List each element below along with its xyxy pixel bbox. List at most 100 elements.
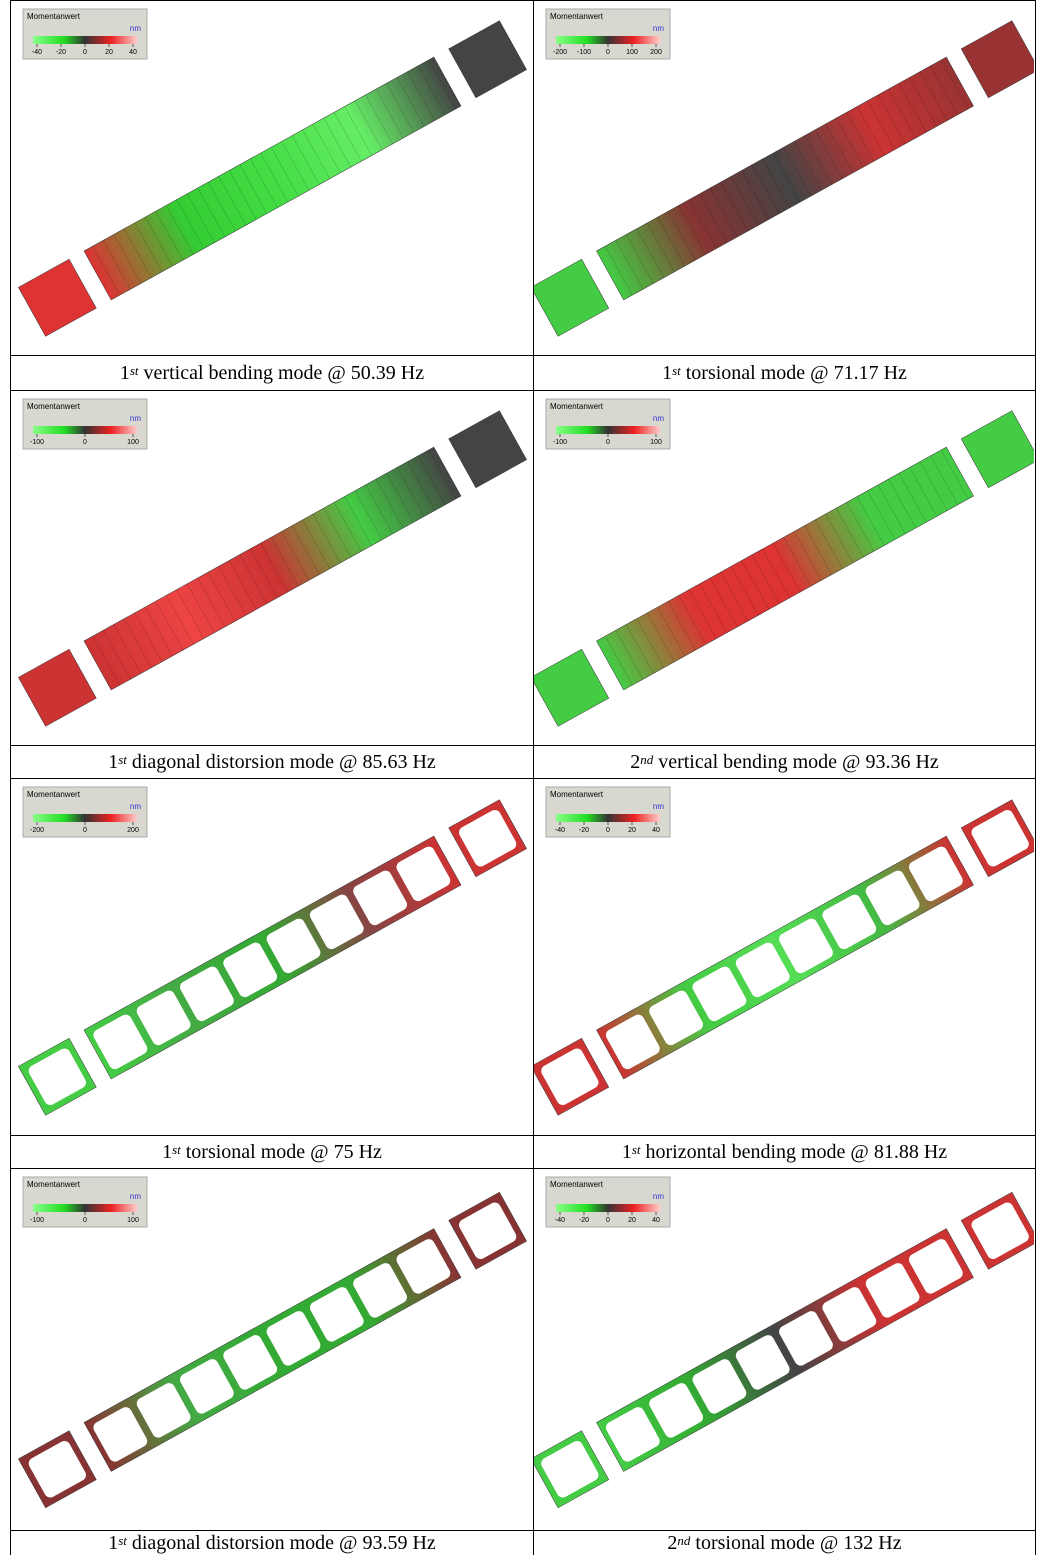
beam-left-end [18,259,96,336]
caption-text: torsional mode @ 75 Hz [186,1141,382,1164]
caption-text: torsional mode @ 71.17 Hz [686,362,907,385]
legend-tick-label: 0 [606,1217,610,1224]
legend-tick-label: -100 [577,49,591,56]
caption-text: diagonal distorsion mode @ 85.63 Hz [132,751,436,774]
beam-left-end [18,649,96,726]
caption-suffix: st [172,1142,181,1158]
legend-tick-label: 0 [83,439,87,446]
legend-title: Momentanwert [27,1180,81,1189]
legend-title: Momentanwert [27,12,81,21]
mode-shape-figure: Momentanwertnm-40-2002040 [11,1,532,354]
mode-shape-figure: Momentanwertnm-40-2002040 [534,1169,1034,1529]
legend-unit: nm [130,1192,141,1201]
mode-shape-figure: Momentanwertnm-1000100 [11,391,532,744]
legend: Momentanwertnm-40-2002040 [546,1177,670,1227]
beam [534,411,1034,727]
beam [18,1192,526,1508]
beam-left-end [534,649,609,726]
beam-right-end [449,21,527,98]
legend-tick-label: 0 [606,827,610,834]
beam [534,21,1034,337]
beam [18,800,526,1116]
caption-text: vertical bending mode @ 50.39 Hz [144,362,425,385]
caption-suffix: nd [677,1533,690,1549]
legend-tick-label: 40 [652,827,660,834]
beam [18,411,526,727]
legend-tick-label: 100 [127,1217,139,1224]
legend: Momentanwertnm-40-2002040 [23,9,147,59]
beam [534,800,1034,1116]
beam-body [84,57,461,300]
legend-tick-label: 40 [652,1217,660,1224]
caption: 1st torsional mode @ 71.17 Hz [533,355,1036,391]
legend-tick-label: 20 [628,1217,636,1224]
figure-cell: Momentanwertnm-1000100 [10,390,534,746]
legend: Momentanwertnm-1000100 [23,1177,147,1227]
caption-suffix: nd [640,752,653,768]
legend-title: Momentanwert [550,402,604,411]
legend-tick-label: 0 [83,827,87,834]
legend-unit: nm [130,24,141,33]
legend-tick-label: 100 [626,49,638,56]
legend-tick-label: 20 [105,49,113,56]
caption-ordinal: 1 [162,1141,172,1164]
caption-text: vertical bending mode @ 93.36 Hz [658,751,939,774]
legend-colorbar [33,426,137,434]
figure-cell: Momentanwertnm-40-2002040 [533,1168,1036,1531]
legend-title: Momentanwert [550,12,604,21]
figure-cell: Momentanwertnm-1000100 [533,390,1036,746]
legend-tick-label: 200 [650,49,662,56]
legend-title: Momentanwert [550,790,604,799]
legend-tick-label: -40 [32,49,42,56]
legend-unit: nm [653,24,664,33]
legend-colorbar [556,814,660,822]
legend-tick-label: 0 [606,439,610,446]
figure-cell: Momentanwertnm-40-2002040 [10,0,534,356]
caption-text: torsional mode @ 132 Hz [695,1532,901,1555]
beam-left-end [534,259,609,336]
caption-ordinal: 1 [662,362,672,385]
caption: 2ndvertical bending mode @ 93.36 Hz [533,745,1036,779]
legend-unit: nm [653,802,664,811]
legend-tick-label: -20 [579,1217,589,1224]
beam [18,21,526,337]
caption: 1stdiagonal distorsion mode @ 93.59 Hz [10,1530,534,1555]
beam-body [84,447,461,690]
legend-title: Momentanwert [27,790,81,799]
caption-ordinal: 2 [667,1532,677,1555]
caption-suffix: st [118,752,127,768]
caption-suffix: st [672,363,681,379]
caption-ordinal: 1 [108,751,118,774]
caption-suffix: st [632,1142,641,1158]
figure-cell: Momentanwertnm-2000200 [10,778,534,1136]
beam-right-end [961,21,1034,98]
caption-ordinal: 1 [108,1532,118,1555]
legend-tick-label: -200 [553,49,567,56]
caption-suffix: st [118,1533,127,1549]
caption-ordinal: 1 [622,1141,632,1164]
caption-text: horizontal bending mode @ 81.88 Hz [645,1141,947,1164]
legend-tick-label: -20 [56,49,66,56]
legend-tick-label: 100 [127,439,139,446]
beam-body [597,447,974,690]
legend-tick-label: -200 [30,827,44,834]
legend-colorbar [33,1204,137,1212]
legend-tick-label: 200 [127,827,139,834]
legend-title: Momentanwert [550,1180,604,1189]
beam [534,1192,1034,1508]
legend-colorbar [556,1204,660,1212]
figure-cell: Momentanwertnm-200-1000100200 [533,0,1036,356]
legend-tick-label: -40 [555,1217,565,1224]
mode-shape-figure: Momentanwertnm-200-1000100200 [534,1,1034,354]
